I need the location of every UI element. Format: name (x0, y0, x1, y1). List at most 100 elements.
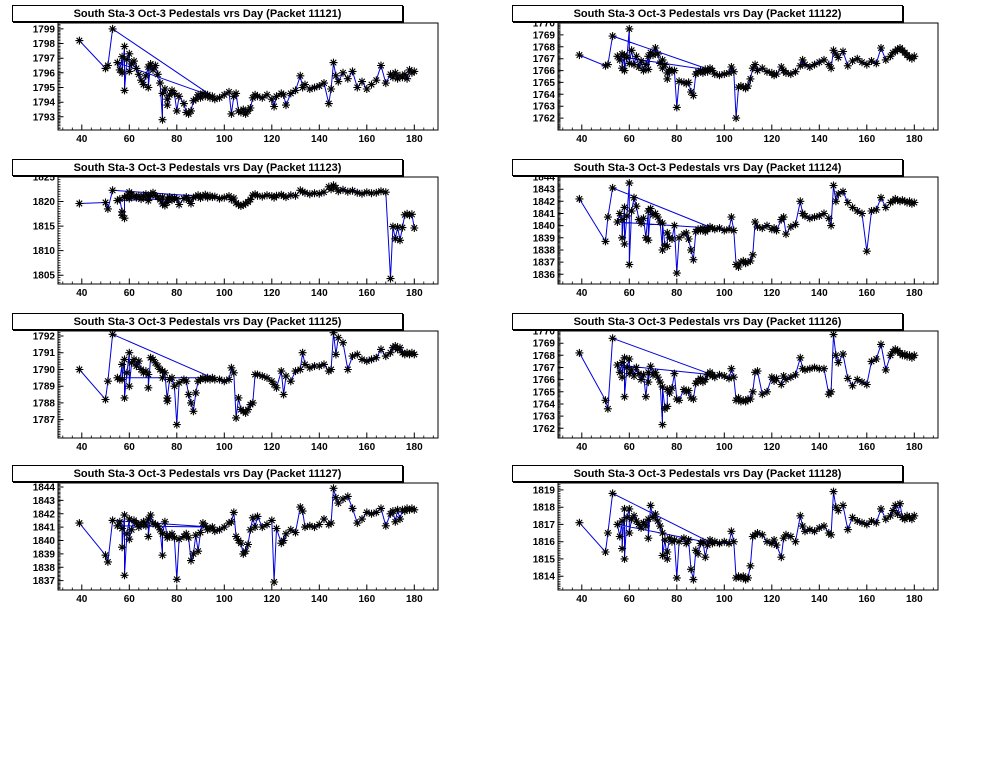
y-tick-label: 1810 (33, 246, 56, 257)
series-markers (75, 328, 419, 429)
y-tick-label: 1768 (533, 42, 556, 53)
chart-title-box: South Sta-3 Oct-3 Pedestals vrs Day (Pac… (12, 313, 403, 330)
x-tick-label: 100 (716, 442, 733, 453)
y-axis: 1793 1794 1795 1796 1797 1798 1799 (33, 22, 64, 131)
series-markers (575, 179, 919, 278)
chart-canvas: 1787 1788 1789 1790 1791 1792 40 60 80 100 120 140 1… (33, 328, 439, 453)
x-tick-label: 140 (811, 134, 828, 145)
series-markers (575, 24, 919, 123)
x-tick-label: 120 (263, 288, 280, 299)
y-tick-label: 1844 (533, 173, 556, 184)
y-tick-label: 1797 (33, 54, 56, 65)
x-tick-label: 160 (858, 442, 875, 453)
y-tick-label: 1794 (33, 98, 56, 109)
x-minor-ticks (62, 127, 434, 130)
chart-title-box: South Sta-3 Oct-3 Pedestals vrs Day (Pac… (12, 159, 403, 176)
y-major-ticks (558, 176, 564, 275)
x-tick-label: 40 (76, 442, 88, 453)
chart-panel-11121: 1793 1794 1795 1796 1797 1798 1799 40 60 80 100 120… (8, 4, 448, 152)
x-tick-label: 80 (171, 134, 183, 145)
x-tick-label: 80 (171, 442, 183, 453)
x-tick-label: 140 (811, 288, 828, 299)
x-major-ticks (581, 584, 915, 590)
x-tick-label: 40 (576, 134, 588, 145)
y-tick-label: 1763 (533, 102, 556, 113)
y-tick-label: 1820 (33, 197, 56, 208)
x-tick-label: 80 (671, 442, 683, 453)
y-tick-label: 1788 (33, 398, 56, 409)
x-tick-label: 60 (624, 442, 636, 453)
y-tick-label: 1841 (533, 209, 556, 220)
x-tick-label: 100 (216, 288, 233, 299)
x-minor-ticks (562, 281, 934, 284)
chart-title-box: South Sta-3 Oct-3 Pedestals vrs Day (Pac… (512, 5, 903, 22)
chart-canvas: 1793 1794 1795 1796 1797 1798 1799 40 60 80 100 120… (33, 22, 439, 145)
y-tick-label: 1768 (533, 351, 556, 362)
x-tick-label: 60 (624, 288, 636, 299)
x-minor-ticks (62, 587, 434, 590)
x-tick-label: 60 (624, 594, 636, 605)
y-tick-label: 1844 (33, 483, 56, 494)
x-tick-label: 60 (624, 134, 636, 145)
x-tick-label: 80 (171, 288, 183, 299)
x-tick-label: 120 (263, 442, 280, 453)
x-axis: 40 60 80 100 120 140 160 180 (562, 124, 934, 145)
x-tick-label: 40 (576, 288, 588, 299)
y-tick-label: 1815 (533, 554, 556, 565)
y-tick-label: 1836 (533, 270, 556, 281)
chart-panel-11123: 1805 1810 1815 1820 1825 40 60 80 100 120 140 160 18… (8, 158, 448, 306)
x-tick-label: 140 (811, 594, 828, 605)
x-tick-label: 80 (171, 594, 183, 605)
x-tick-label: 100 (716, 594, 733, 605)
x-tick-label: 60 (124, 442, 136, 453)
chart-title-box: South Sta-3 Oct-3 Pedestals vrs Day (Pac… (512, 313, 903, 330)
y-tick-label: 1819 (533, 485, 556, 496)
x-tick-label: 120 (763, 594, 780, 605)
chart-panel-11122: 1762 1763 1764 1765 1766 1767 1768 1769 1770 40 60… (508, 4, 948, 152)
y-tick-label: 1838 (533, 246, 556, 257)
y-major-ticks (58, 28, 64, 118)
y-tick-label: 1818 (533, 503, 556, 514)
y-major-ticks (58, 335, 64, 421)
y-minor-ticks (558, 176, 561, 285)
series-markers (75, 484, 419, 586)
x-major-ticks (81, 278, 415, 284)
y-tick-label: 1798 (33, 39, 56, 50)
x-tick-label: 40 (76, 134, 88, 145)
x-axis: 40 60 80 100 120 140 160 180 (562, 584, 934, 605)
y-tick-label: 1838 (33, 563, 56, 574)
x-axis: 40 60 80 100 120 140 160 180 (62, 432, 434, 453)
x-tick-label: 40 (76, 594, 88, 605)
chart-title: South Sta-3 Oct-3 Pedestals vrs Day (Pac… (73, 7, 342, 20)
x-major-ticks (81, 584, 415, 590)
x-tick-label: 60 (124, 594, 136, 605)
series-line (578, 183, 915, 274)
x-tick-label: 160 (358, 442, 375, 453)
x-tick-label: 160 (358, 288, 375, 299)
y-minor-ticks (558, 330, 561, 439)
series-markers (575, 487, 919, 584)
x-tick-label: 100 (716, 134, 733, 145)
x-major-ticks (81, 124, 415, 130)
y-tick-label: 1840 (33, 536, 56, 547)
y-tick-label: 1843 (33, 496, 56, 507)
y-tick-label: 1805 (33, 271, 56, 282)
chart-canvas: 1814 1815 1816 1817 1818 1819 40 60 80 100 120 140 1… (533, 482, 939, 605)
y-tick-label: 1843 (533, 185, 556, 196)
x-tick-label: 40 (576, 594, 588, 605)
y-axis: 1837 1838 1839 1840 1841 1842 1843 1844 (33, 483, 64, 591)
x-minor-ticks (562, 127, 934, 130)
y-tick-label: 1769 (533, 339, 556, 350)
y-tick-label: 1770 (533, 327, 556, 338)
chart-title: South Sta-3 Oct-3 Pedestals vrs Day (Pac… (73, 315, 342, 328)
chart-title: South Sta-3 Oct-3 Pedestals vrs Day (Pac… (573, 7, 842, 20)
y-tick-label: 1841 (33, 523, 56, 534)
plot-frame (57, 482, 439, 591)
chart-title: South Sta-3 Oct-3 Pedestals vrs Day (Pac… (573, 315, 842, 328)
x-tick-label: 180 (406, 594, 423, 605)
